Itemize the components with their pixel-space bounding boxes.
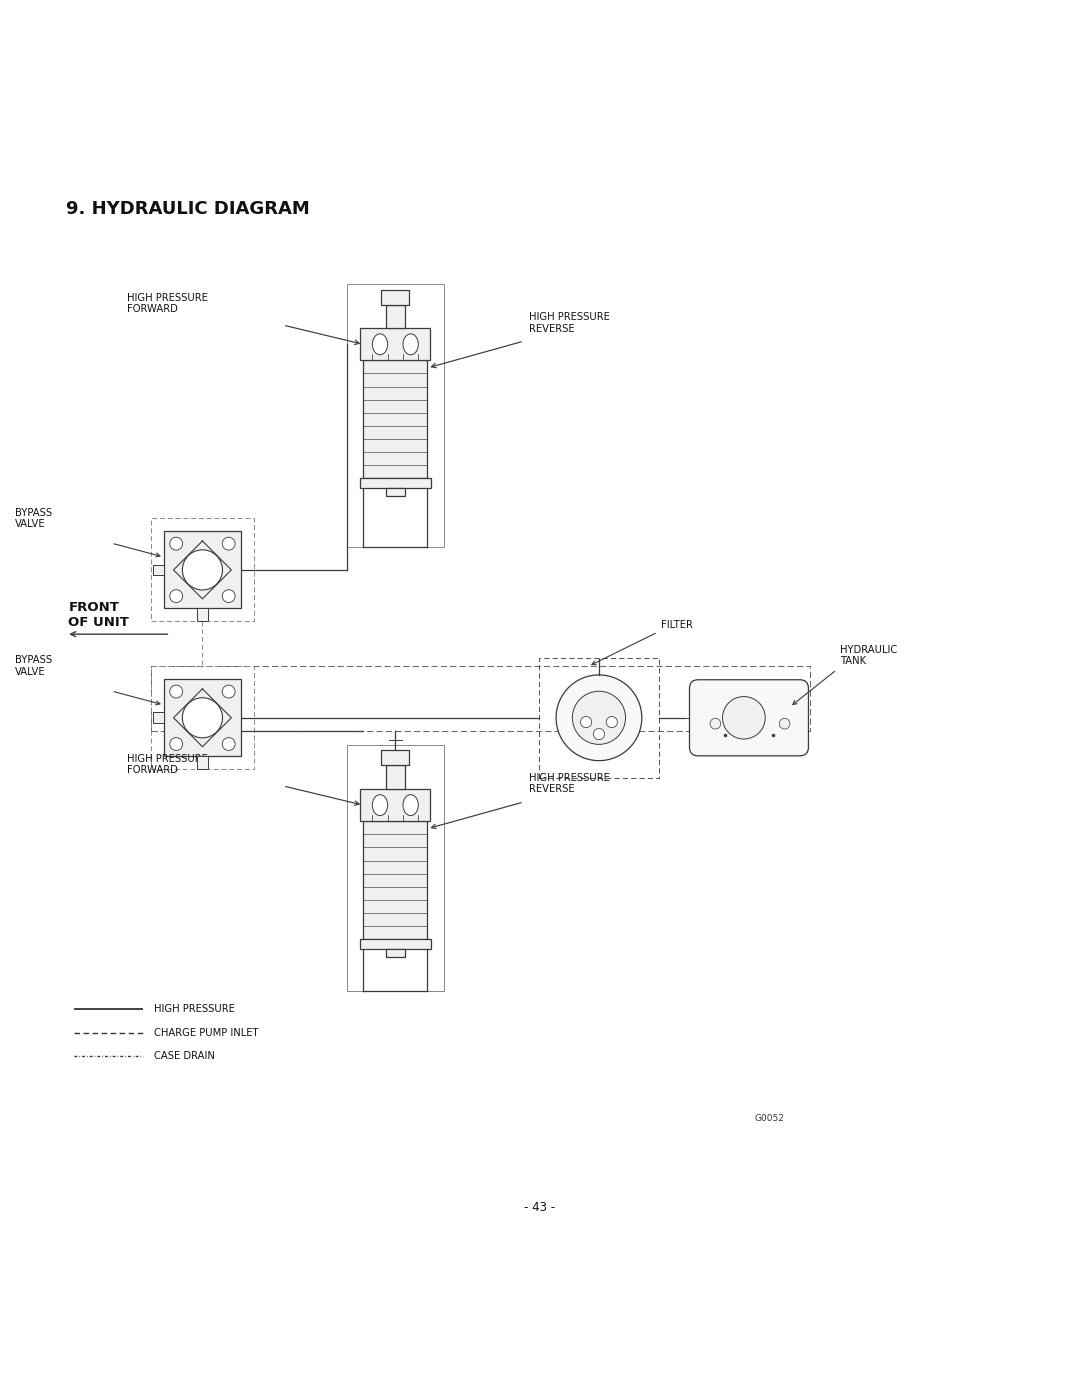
Bar [197, 756, 207, 770]
Ellipse shape [403, 334, 418, 355]
Circle shape [222, 685, 235, 698]
Bar [361, 789, 430, 821]
Text: G0052: G0052 [754, 1113, 784, 1123]
Circle shape [710, 718, 720, 729]
Text: - 43 -: - 43 - [525, 1201, 555, 1214]
Bar [386, 488, 405, 496]
Text: HIGH PRESSURE
REVERSE: HIGH PRESSURE REVERSE [529, 312, 610, 334]
Bar [347, 745, 444, 992]
Circle shape [170, 590, 183, 602]
Circle shape [222, 538, 235, 550]
Bar [381, 750, 409, 766]
Circle shape [556, 675, 642, 760]
Bar [153, 712, 164, 724]
Text: CASE DRAIN: CASE DRAIN [154, 1052, 215, 1062]
Circle shape [170, 538, 183, 550]
Bar [164, 679, 241, 756]
Bar [386, 949, 405, 957]
Ellipse shape [723, 697, 766, 739]
Circle shape [606, 717, 618, 728]
Bar [361, 328, 430, 360]
Circle shape [593, 728, 605, 739]
Text: 9. HYDRAULIC DIAGRAM: 9. HYDRAULIC DIAGRAM [66, 200, 310, 218]
Bar [386, 766, 405, 789]
Text: HYDRAULIC
TANK: HYDRAULIC TANK [840, 645, 897, 666]
Circle shape [572, 692, 625, 745]
Bar [151, 666, 810, 731]
Circle shape [780, 718, 789, 729]
Text: HIGH PRESSURE
FORWARD: HIGH PRESSURE FORWARD [127, 293, 208, 314]
Bar [151, 518, 254, 622]
Text: BYPASS
VALVE: BYPASS VALVE [15, 655, 52, 678]
Text: CHARGE PUMP INLET: CHARGE PUMP INLET [154, 1028, 259, 1038]
Circle shape [222, 738, 235, 750]
Text: BYPASS
VALVE: BYPASS VALVE [15, 507, 52, 529]
Bar [164, 531, 241, 609]
Ellipse shape [373, 334, 388, 355]
Bar [363, 360, 428, 478]
Bar [360, 939, 431, 949]
Bar [539, 658, 659, 778]
Text: HIGH PRESSURE
REVERSE: HIGH PRESSURE REVERSE [529, 773, 610, 795]
Bar [153, 564, 164, 576]
Bar [381, 289, 409, 305]
Ellipse shape [183, 697, 222, 738]
Circle shape [170, 738, 183, 750]
Text: FILTER: FILTER [661, 620, 693, 630]
Circle shape [222, 590, 235, 602]
Bar [347, 285, 444, 546]
FancyBboxPatch shape [689, 680, 809, 756]
Circle shape [170, 685, 183, 698]
Bar [360, 478, 431, 488]
Text: HIGH PRESSURE
FORWARD: HIGH PRESSURE FORWARD [127, 753, 208, 775]
Text: HIGH PRESSURE: HIGH PRESSURE [154, 1004, 235, 1014]
Text: FRONT
OF UNIT: FRONT OF UNIT [68, 601, 130, 629]
Bar [151, 666, 254, 770]
Ellipse shape [183, 550, 222, 590]
Circle shape [581, 717, 592, 728]
Bar [386, 305, 405, 328]
Ellipse shape [373, 795, 388, 816]
Ellipse shape [403, 795, 418, 816]
Bar [197, 609, 207, 622]
Bar [363, 821, 428, 939]
